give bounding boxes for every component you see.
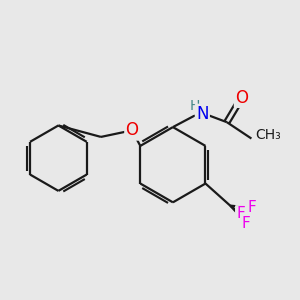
Text: CH₃: CH₃ <box>255 128 281 142</box>
Text: O: O <box>125 122 139 140</box>
Text: F: F <box>247 200 256 215</box>
Text: F: F <box>242 216 250 231</box>
Text: H: H <box>190 100 200 113</box>
Text: O: O <box>235 89 248 107</box>
Text: F: F <box>236 206 245 221</box>
Text: N: N <box>196 105 208 123</box>
